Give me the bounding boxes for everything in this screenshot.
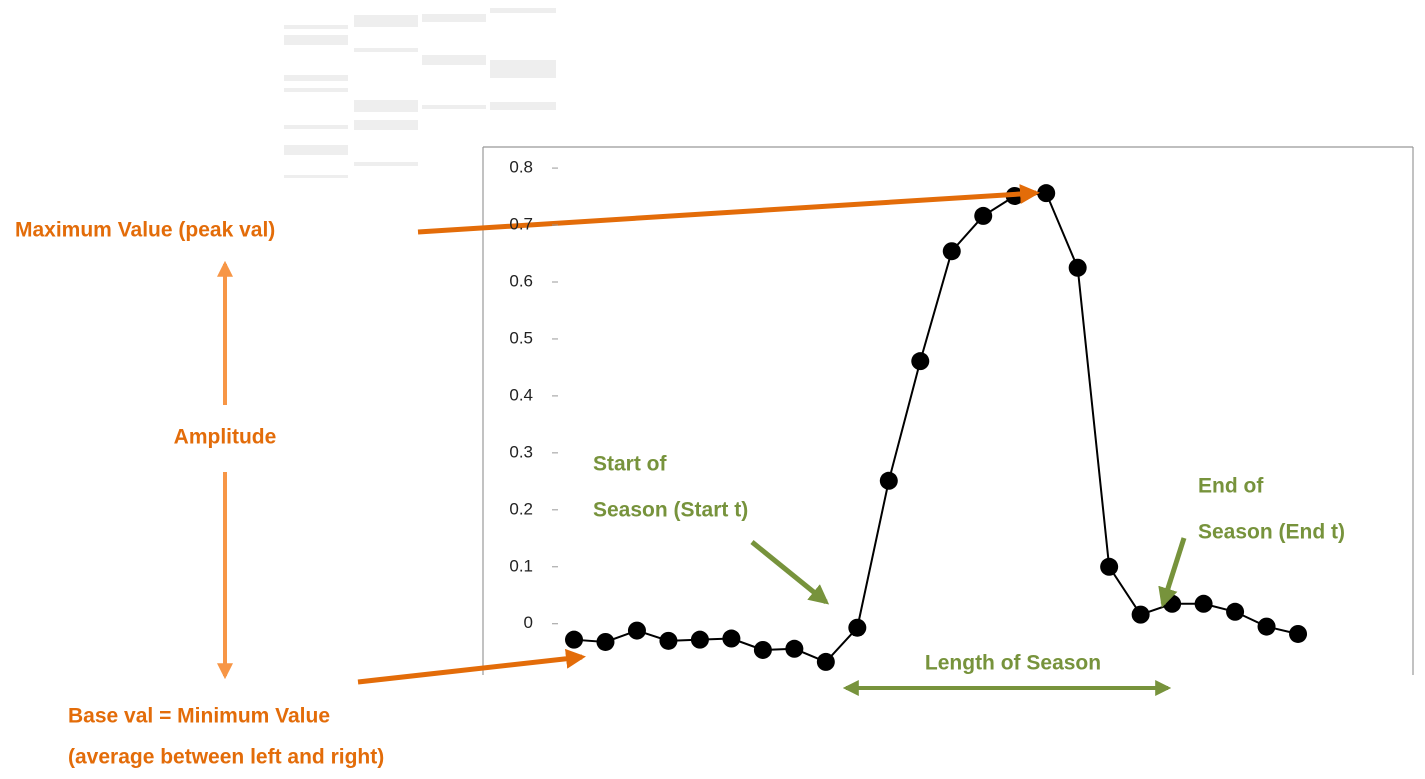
plot-area — [565, 184, 1307, 671]
data-point — [911, 352, 929, 370]
y-tick-label: 0.1 — [509, 556, 533, 575]
data-point — [848, 619, 866, 637]
data-point — [1037, 184, 1055, 202]
data-point — [974, 207, 992, 225]
start-arrow — [752, 542, 826, 602]
data-point — [1132, 606, 1150, 624]
end-label: Season (End t) — [1198, 521, 1345, 544]
y-tick-label: 0.3 — [509, 442, 533, 461]
data-point — [817, 653, 835, 671]
y-tick-label: 0.8 — [509, 158, 533, 177]
data-point — [1069, 259, 1087, 277]
peak-label: Maximum Value (peak val) — [15, 219, 275, 242]
data-point — [785, 640, 803, 658]
length-label: Length of Season — [925, 652, 1101, 675]
data-point — [1100, 558, 1118, 576]
data-point — [880, 472, 898, 490]
base-label: Base val = Minimum Value — [68, 705, 330, 728]
data-point — [565, 631, 583, 649]
data-point — [596, 633, 614, 651]
start-label: Start of — [593, 453, 668, 476]
data-point — [1258, 618, 1276, 636]
data-point — [659, 632, 677, 650]
data-point — [628, 622, 646, 640]
y-tick-label: 0.5 — [509, 328, 533, 347]
y-tick-label: 0 — [524, 613, 533, 632]
background-watermark — [284, 8, 556, 178]
base-arrow — [358, 657, 582, 682]
y-tick-label: 0.7 — [509, 215, 533, 234]
start-label: Season (Start t) — [593, 499, 748, 522]
data-point — [691, 631, 709, 649]
y-tick-label: 0.4 — [509, 385, 533, 404]
data-point — [943, 242, 961, 260]
amplitude-label: Amplitude — [174, 426, 277, 449]
chart: Maximum Value (peak val) Amplitude Base … — [0, 0, 1425, 779]
end-label: End of — [1198, 475, 1264, 498]
y-tick-label: 0.2 — [509, 499, 533, 518]
data-point — [1195, 595, 1213, 613]
y-tick-label: 0.6 — [509, 271, 533, 290]
series-line — [574, 193, 1298, 662]
data-point — [1289, 625, 1307, 643]
data-point — [1226, 603, 1244, 621]
data-point — [722, 630, 740, 648]
plot-frame — [483, 147, 1413, 675]
data-point — [754, 641, 772, 659]
end-arrow — [1163, 538, 1184, 604]
base-label: (average between left and right) — [68, 746, 384, 769]
